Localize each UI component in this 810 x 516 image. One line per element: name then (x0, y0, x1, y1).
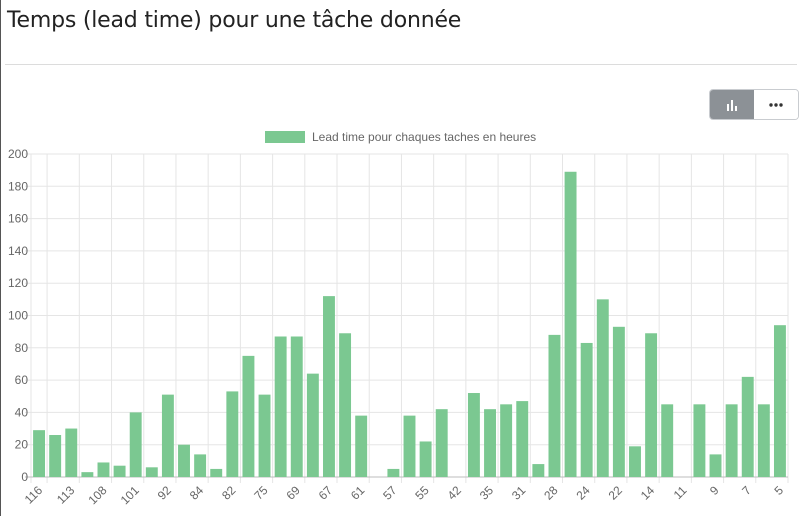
x-tick-label: 11 (671, 483, 690, 502)
y-tick-label: 200 (8, 147, 28, 161)
x-tick-label: 113 (54, 483, 78, 507)
x-tick-label: 67 (316, 483, 336, 503)
left-border (0, 0, 1, 516)
bar-chart-button[interactable] (710, 90, 754, 119)
bar (355, 415, 368, 477)
bar (629, 446, 641, 477)
bar (580, 342, 593, 477)
bar (725, 404, 738, 477)
bar (113, 465, 126, 477)
bar (258, 394, 271, 477)
bar (484, 409, 496, 477)
bar (178, 444, 190, 477)
bar (210, 468, 223, 477)
bar (290, 336, 303, 477)
bar (49, 435, 62, 477)
x-tick-label: 5 (771, 483, 786, 498)
x-tick-label: 9 (707, 483, 722, 498)
x-tick-label: 61 (348, 483, 368, 503)
bar (467, 393, 480, 477)
x-tick-label: 116 (22, 483, 46, 507)
bar (145, 467, 158, 477)
page-title: Temps (lead time) pour une tâche donnée (7, 8, 462, 33)
bar (741, 376, 754, 477)
bar (516, 401, 529, 477)
bar (757, 404, 770, 477)
legend-swatch (265, 131, 305, 143)
y-tick-label: 180 (8, 179, 28, 193)
bar (97, 462, 110, 477)
x-tick-label: 57 (380, 483, 400, 503)
y-tick-label: 80 (15, 341, 29, 355)
bar (129, 412, 142, 477)
y-tick-label: 20 (15, 438, 29, 452)
y-tick-label: 60 (15, 373, 29, 387)
y-tick-label: 140 (8, 244, 28, 258)
bar (323, 296, 335, 477)
bar (564, 171, 577, 477)
bar (242, 355, 255, 477)
bar (403, 415, 416, 477)
bar (339, 333, 352, 477)
x-tick-label: 28 (541, 483, 561, 503)
chart-view-toggle (709, 89, 799, 120)
x-tick-label: 82 (219, 483, 239, 503)
more-horizontal-icon (769, 102, 783, 107)
bar (548, 334, 561, 477)
x-tick-label: 55 (412, 483, 432, 503)
x-tick-label: 14 (638, 483, 658, 503)
bar (226, 391, 239, 477)
x-tick-label: 24 (573, 483, 593, 503)
bar (387, 468, 400, 477)
y-tick-label: 40 (15, 405, 29, 419)
x-tick-label: 84 (187, 483, 207, 503)
bar (612, 326, 625, 477)
y-tick-label: 120 (8, 276, 28, 290)
x-tick-label: 101 (118, 483, 142, 507)
bar (645, 333, 658, 477)
x-tick-label: 108 (86, 483, 110, 507)
bar (81, 472, 94, 477)
bar (661, 404, 674, 477)
bar (435, 409, 448, 477)
bar (532, 464, 545, 477)
bar (194, 454, 207, 477)
bar (693, 404, 706, 477)
bar (161, 394, 174, 477)
lead-time-chart: 0 20 40 60 80 100 120 140 160 180 200 116 113 108 101… (8, 130, 789, 507)
bar (419, 441, 432, 477)
x-tick-label: 31 (509, 483, 529, 503)
bar (306, 373, 319, 477)
y-tick-label: 100 (8, 309, 28, 323)
bar (709, 454, 722, 477)
bar (33, 430, 46, 477)
bar (773, 325, 786, 477)
y-tick-label: 160 (8, 212, 28, 226)
x-tick-label: 7 (739, 483, 754, 498)
divider (5, 64, 797, 65)
x-tick-label: 42 (445, 483, 465, 503)
x-tick-label: 22 (606, 483, 626, 503)
bar (274, 336, 287, 477)
bar (596, 299, 609, 477)
more-options-button[interactable] (754, 90, 798, 119)
x-tick-label: 35 (477, 483, 497, 503)
bar (65, 428, 78, 477)
x-tick-label: 69 (284, 483, 304, 503)
y-tick-label: 0 (21, 470, 28, 484)
x-tick-label: 75 (251, 483, 271, 503)
x-tick-label: 92 (155, 483, 175, 503)
bar-chart-icon (727, 99, 737, 111)
legend-label: Lead time pour chaques taches en heures (312, 130, 536, 144)
bar (500, 404, 513, 477)
